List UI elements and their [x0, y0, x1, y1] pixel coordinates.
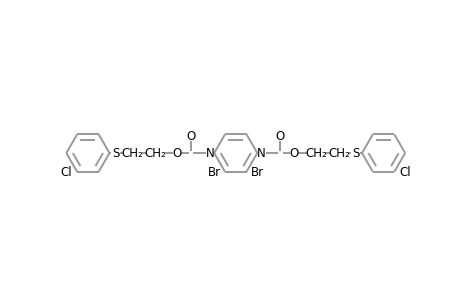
- Text: CH₂: CH₂: [327, 146, 349, 160]
- Text: N: N: [256, 146, 265, 160]
- Text: Br: Br: [207, 166, 220, 179]
- Text: Cl: Cl: [61, 166, 72, 179]
- Text: O: O: [186, 130, 195, 143]
- Text: Br: Br: [250, 166, 263, 179]
- Text: CH₂: CH₂: [145, 146, 166, 160]
- Text: O: O: [172, 146, 181, 160]
- Text: O: O: [289, 146, 298, 160]
- Text: Cl: Cl: [398, 166, 410, 179]
- Text: CH₂: CH₂: [304, 146, 326, 160]
- Text: O: O: [275, 130, 285, 143]
- Text: N: N: [206, 146, 214, 160]
- Text: CH₂: CH₂: [122, 146, 143, 160]
- Text: S: S: [352, 146, 359, 160]
- Text: S: S: [112, 146, 119, 160]
